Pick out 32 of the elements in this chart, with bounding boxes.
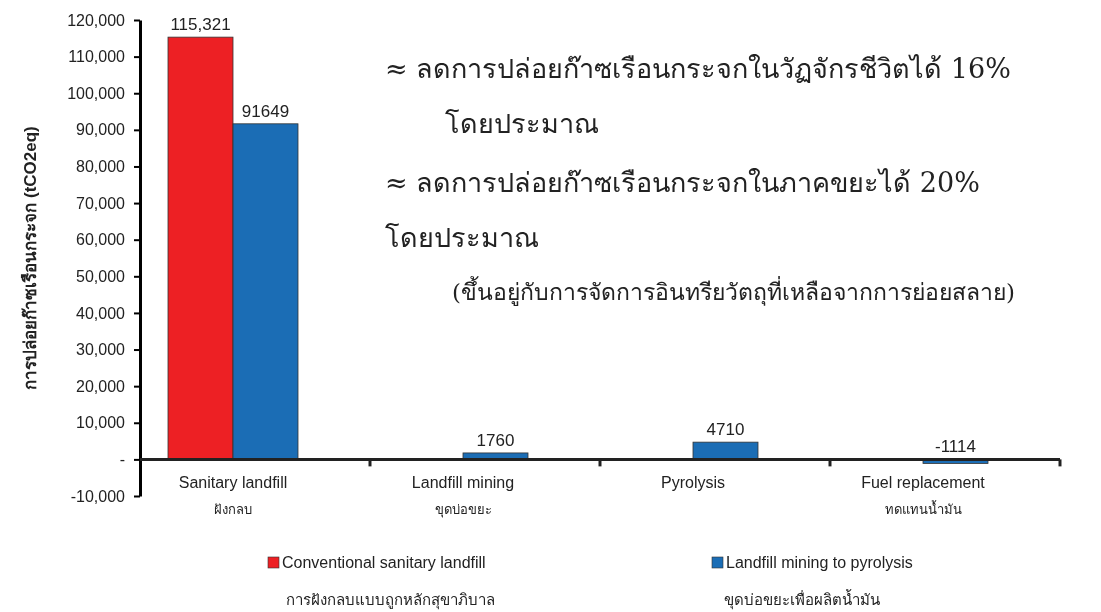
data-label: 4710 [706,420,745,440]
y-axis-title: การปล่อยก๊าซเรือนกระจก (tCO2eq) [20,126,40,390]
text: การฝังกลบแบบถูกหลักสุขาภิบาล [286,591,495,610]
text: ขุดบ่อขยะเพื่อผลิตน้ำมัน [724,589,880,610]
data-label: 115,321 [170,15,231,35]
y-tick-label: 120,000 [67,11,126,29]
x-tick-label: Landfill mining ขุดบ่อขยะ [411,474,515,519]
data-label: -1114 [935,437,976,457]
data-label: 91649 [241,101,290,121]
y-tick-label: 20,000 [76,377,126,395]
y-tick-label: 50,000 [76,267,126,285]
legend-label: Landfill mining to pyrolysis [726,554,913,571]
legend-label: Conventional sanitary landfill [282,554,486,571]
y-tick-label: -10,000 [70,487,126,505]
annotation: (ขึ้นอยู่กับการจัดการอินทรียวัตถุที่เหลือจากการย่อยสลาย) [452,276,1015,306]
y-tick-label: 110,000 [68,48,126,66]
x-tick-label: Fuel replacement ทดแทนน้ำมัน [861,474,986,518]
y-tick-label: 100,000 [67,84,126,102]
y-tick-label: 40,000 [76,304,126,322]
annotation: ≈ ลดการปล่อยก๊าซเรือนกระจกในวัฏจักรชีวิตได้ 16% โดยประมาณ [385,53,1011,139]
bar [692,441,759,460]
annotation: ≈ ลดการปล่อยก๊าซเรือนกระจกในภาคขยะได้ 20% โดยประมาณ [385,167,980,253]
x-tick-label: Sanitary landfill ฝังกลบ [178,474,288,518]
x-tick-label: Pyrolysis [660,474,726,492]
y-tick-label: 10,000 [76,414,126,432]
y-tick-label: 70,000 [76,194,126,212]
y-tick-label: 90,000 [76,121,126,139]
y-tick-label: 30,000 [76,341,126,359]
y-tick-label: 60,000 [76,231,126,249]
y-tick-label: 80,000 [76,158,126,176]
y-tick-label: - [119,451,125,468]
data-label: 1760 [476,430,515,450]
